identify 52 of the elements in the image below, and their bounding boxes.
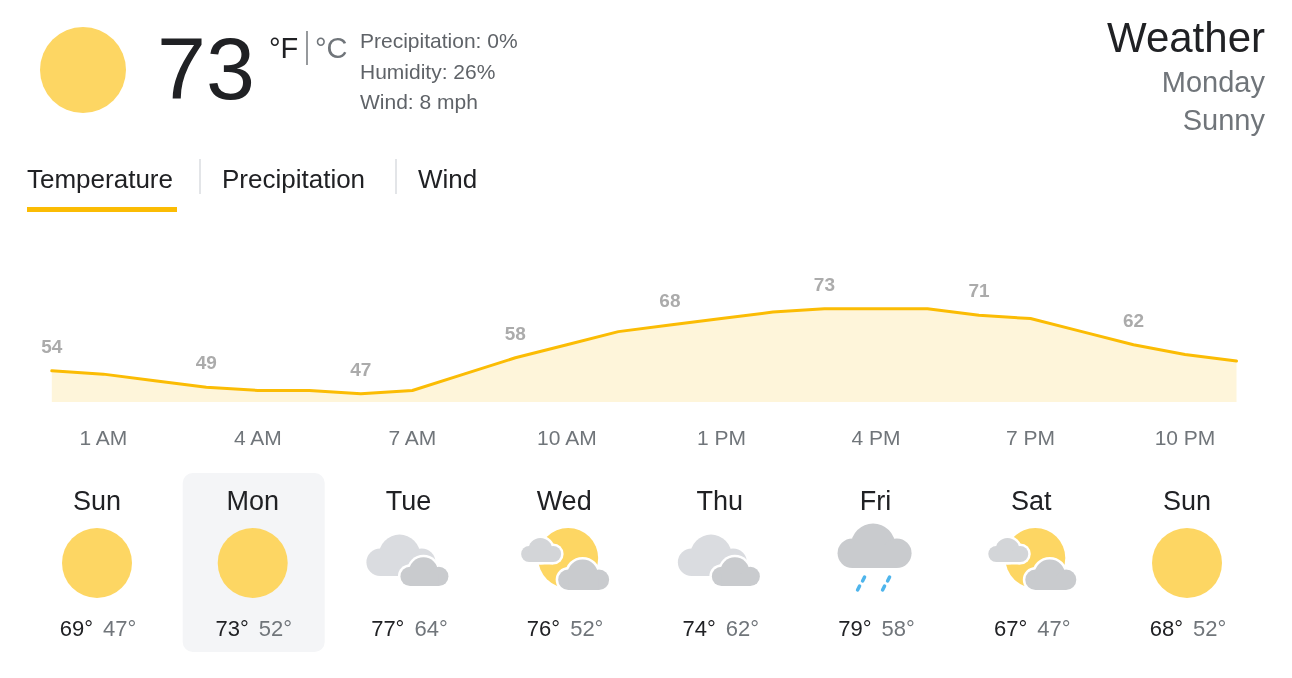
text: 76° [526, 616, 561, 641]
x-tick-label: 4 AM [233, 426, 282, 449]
text: 74° [682, 616, 716, 641]
text: Humidity: 26% [360, 60, 496, 83]
data-label: 54 [41, 335, 63, 357]
text: Sunny [1182, 104, 1266, 136]
x-tick-label: 1 AM [79, 426, 128, 449]
data-label: 47 [350, 358, 372, 380]
text: 68° [1149, 616, 1183, 641]
data-label: 71 [968, 280, 990, 302]
text: 52° [570, 616, 604, 641]
x-tick-label: 7 PM [1005, 426, 1055, 449]
text: 79° [838, 616, 872, 641]
category-label: Wed [536, 486, 592, 516]
text: °F [269, 32, 299, 64]
text: 52° [1193, 616, 1227, 641]
text: 77° [371, 616, 405, 641]
data-label: 73 [813, 273, 835, 295]
text: Monday [1161, 66, 1266, 98]
category-label: Fri [859, 486, 892, 516]
x-tick-label: 10 PM [1154, 426, 1216, 449]
text: 67° [994, 616, 1028, 641]
text: 69° [59, 616, 93, 641]
text: Weather [1107, 14, 1265, 61]
data-label: 68 [659, 290, 681, 312]
text: Precipitation [222, 164, 366, 194]
text: 73 [157, 19, 255, 118]
text: Wind [418, 164, 478, 194]
x-tick-label: 7 AM [388, 426, 437, 449]
text: Precipitation: 0% [360, 29, 518, 52]
text: 47° [1037, 616, 1071, 641]
category-label: Thu [696, 486, 744, 516]
text: Temperature [27, 164, 173, 194]
text: °C [315, 32, 348, 64]
data-label: 58 [504, 322, 526, 344]
text: 52° [258, 616, 292, 641]
text: Wind: 8 mph [360, 90, 478, 113]
category-label: Sun [1162, 486, 1212, 516]
text: 62° [725, 616, 760, 641]
category-label: Mon [226, 486, 279, 516]
data-label: 49 [195, 352, 217, 374]
text: 58° [881, 616, 915, 641]
text: 73° [215, 616, 249, 641]
category-label: Sun [72, 486, 122, 516]
x-tick-label: 10 AM [537, 426, 597, 449]
x-tick-label: 1 PM [696, 426, 746, 449]
category-label: Tue [385, 486, 432, 516]
text: 64° [414, 616, 448, 641]
category-label: Sat [1011, 486, 1053, 516]
text: 47° [103, 616, 137, 641]
data-label: 62 [1122, 309, 1145, 331]
x-tick-label: 4 PM [851, 426, 901, 449]
